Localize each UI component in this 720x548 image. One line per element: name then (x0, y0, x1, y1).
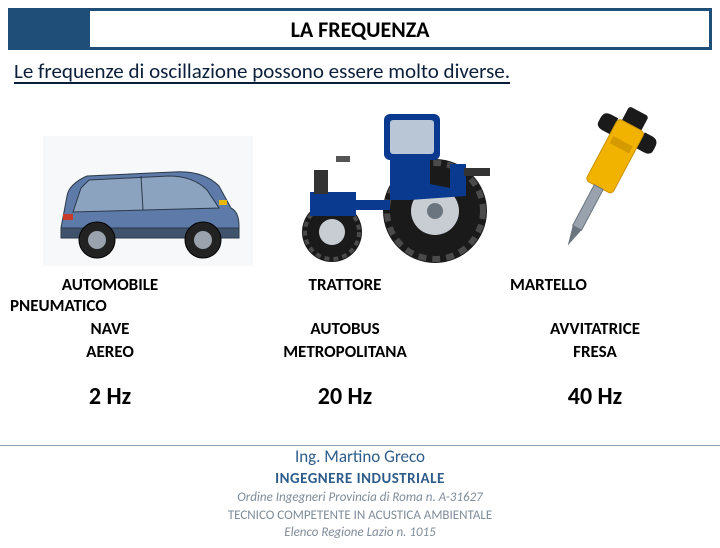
label-b2: AUTOBUS (210, 318, 480, 341)
footer-line5: Elenco Regione Lazio n. 1015 (0, 524, 720, 542)
labels-row-2: NAVE AUTOBUS AVVITATRICE (10, 318, 710, 341)
footer-role: INGEGNERE INDUSTRIALE (0, 469, 720, 489)
labels-area: AUTOMOBILE TRATTORE MARTELLO PNEUMATICO … (0, 268, 720, 364)
label-c2: AVVITATRICE (480, 318, 710, 341)
labels-row-1: AUTOMOBILE TRATTORE MARTELLO (10, 274, 710, 297)
footer: Ing. Martino Greco INGEGNERE INDUSTRIALE… (0, 445, 720, 548)
car-icon (43, 136, 253, 266)
title-bar: LA FREQUENZA (8, 8, 712, 50)
frequencies-row: 2 Hz 20 Hz 40 Hz (0, 364, 720, 411)
label-b1: TRATTORE (210, 274, 480, 297)
label-a3: AEREO (10, 341, 210, 364)
freq-a: 2 Hz (10, 382, 210, 411)
freq-b: 20 Hz (210, 382, 480, 411)
slide-subtitle: Le frequenze di oscillazione possono ess… (14, 58, 706, 84)
image-car (43, 136, 253, 266)
label-a1: AUTOMOBILE (10, 274, 210, 297)
title-accent-block (8, 8, 90, 50)
footer-line4: TECNICO COMPETENTE IN ACUSTICA AMBIENTAL… (0, 507, 720, 525)
label-c1a: MARTELLO (480, 274, 710, 297)
freq-c: 40 Hz (480, 382, 710, 411)
label-c3: FRESA (480, 341, 710, 364)
slide-title: LA FREQUENZA (291, 16, 430, 43)
label-a2: NAVE (10, 318, 210, 341)
jackhammer-icon (527, 96, 677, 266)
labels-row-1b: PNEUMATICO (10, 295, 710, 318)
image-jackhammer (527, 96, 677, 266)
label-b3: METROPOLITANA (210, 341, 480, 364)
images-row (0, 88, 720, 268)
footer-line3: Ordine Ingegneri Provincia di Roma n. A-… (0, 489, 720, 507)
image-tractor (280, 96, 500, 266)
tractor-icon (280, 96, 500, 266)
footer-name: Ing. Martino Greco (0, 446, 720, 469)
labels-row-3: AEREO METROPOLITANA FRESA (10, 341, 710, 364)
label-c1b: PNEUMATICO (10, 295, 210, 318)
